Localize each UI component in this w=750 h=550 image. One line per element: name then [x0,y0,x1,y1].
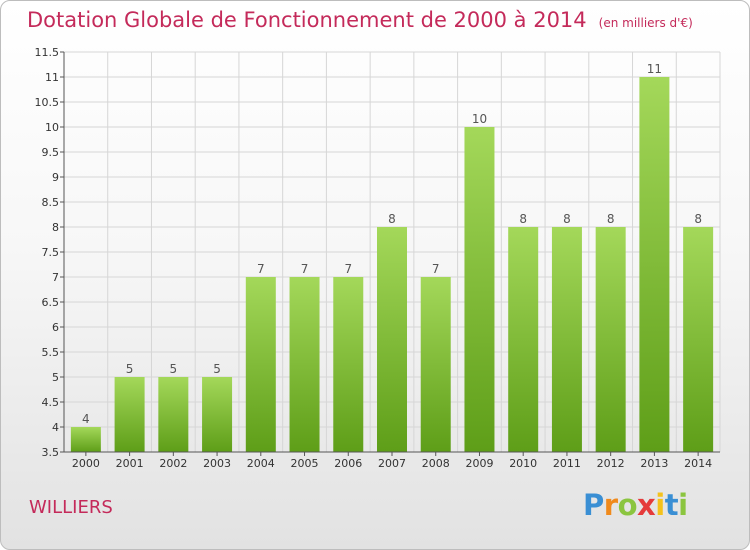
bar-2014 [683,227,714,452]
bar-2010 [508,227,539,452]
bar-value-label: 5 [213,362,221,376]
bar-2012 [595,227,626,452]
bar-value-label: 4 [82,412,90,426]
bar-2000 [70,427,101,452]
x-tick-label: 2013 [640,457,668,470]
y-tick-label: 8.5 [42,196,60,209]
logo-letter: P [583,488,604,522]
bar-value-label: 7 [301,262,309,276]
bar-value-label: 5 [170,362,178,376]
y-tick-label: 4 [52,421,59,434]
logo-letter: i [655,488,665,522]
y-tick-label: 3.5 [42,446,60,459]
x-tick-label: 2004 [247,457,275,470]
bar-2011 [551,227,582,452]
bar-value-label: 5 [126,362,134,376]
bar-2005 [289,277,320,452]
y-tick-label: 5 [52,371,59,384]
chart-subtitle: (en milliers d'€) [598,16,693,30]
logo-letter: x [637,488,656,522]
x-tick-label: 2003 [203,457,231,470]
x-tick-label: 2005 [291,457,319,470]
logo-letter: t [664,488,679,522]
x-tick-label: 2009 [465,457,493,470]
bar-2013 [639,77,670,452]
bar-2002 [158,377,189,452]
logo-letter: o [617,488,638,522]
x-tick-label: 2000 [72,457,100,470]
logo-letter: r [603,488,618,522]
y-tick-label: 8 [52,221,59,234]
x-tick-label: 2011 [553,457,581,470]
bar-value-label: 7 [257,262,265,276]
x-tick-label: 2010 [509,457,537,470]
commune-name: WILLIERS [29,497,113,518]
bar-value-label: 7 [432,262,440,276]
y-tick-label: 11.5 [35,46,60,59]
x-tick-label: 2001 [116,457,144,470]
y-tick-label: 7 [52,271,59,284]
bar-value-label: 11 [647,62,662,76]
chart-title: Dotation Globale de Fonctionnement de 20… [27,8,693,32]
bar-value-label: 8 [694,212,702,226]
x-tick-label: 2002 [159,457,187,470]
x-tick-label: 2014 [684,457,712,470]
y-tick-label: 9.5 [42,146,60,159]
y-tick-label: 5.5 [42,346,60,359]
bar-value-label: 10 [472,112,487,126]
x-tick-label: 2008 [422,457,450,470]
y-tick-label: 10 [45,121,59,134]
bar-2006 [333,277,364,452]
bar-2003 [202,377,233,452]
proxiti-logo: Proxiti [583,488,688,522]
y-tick-label: 6.5 [42,296,60,309]
bar-2001 [114,377,145,452]
x-tick-label: 2006 [334,457,362,470]
y-tick-label: 11 [45,71,59,84]
y-tick-label: 6 [52,321,59,334]
bar-value-label: 8 [563,212,571,226]
bar-value-label: 8 [607,212,615,226]
y-tick-label: 4.5 [42,396,60,409]
bar-2009 [464,127,495,452]
bar-2008 [420,277,451,452]
bar-value-label: 8 [388,212,396,226]
logo-letter: i [678,488,688,522]
x-tick-label: 2012 [597,457,625,470]
y-tick-label: 9 [52,171,59,184]
y-tick-label: 7.5 [42,246,60,259]
x-tick-label: 2007 [378,457,406,470]
bar-value-label: 8 [519,212,527,226]
y-tick-label: 10.5 [35,96,60,109]
bar-value-label: 7 [344,262,352,276]
bar-2007 [377,227,407,452]
bar-2004 [245,277,276,452]
